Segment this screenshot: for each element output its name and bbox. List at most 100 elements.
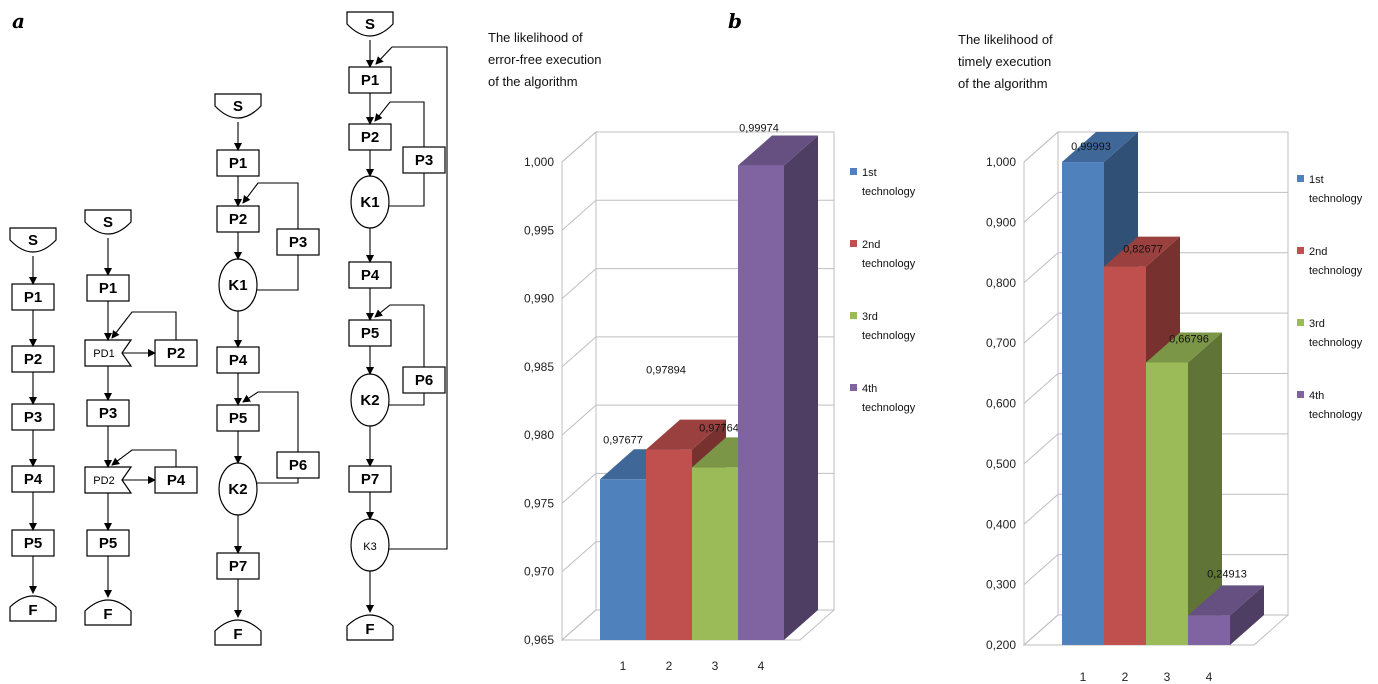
fc3-step-p1-label: P1: [229, 155, 247, 172]
c1-legend-swatch: [850, 312, 857, 319]
fc4-loop: [375, 46, 393, 65]
fc2-step-p2: [154, 339, 198, 367]
c2-legend-label: technology: [1309, 337, 1363, 349]
c1-bar-top: [738, 135, 818, 166]
fc3-condition-k1-label: K1: [228, 277, 247, 294]
c2-legend-label: 2nd: [1309, 246, 1327, 258]
c2-bar-front: [1104, 266, 1146, 645]
c2-legend-swatch: [1297, 175, 1304, 182]
fc2-decision-pd2: [84, 466, 133, 494]
c2-legend-label: 4th: [1309, 390, 1324, 402]
fc4-loop: [389, 173, 425, 207]
c2-bar-top: [1146, 332, 1222, 363]
c2-bar-side: [1230, 585, 1264, 645]
c1-ytick-label: 0,975: [524, 496, 554, 510]
fc4-step-p2: [348, 123, 392, 151]
c2-gridline: [1023, 252, 1288, 284]
fc2-decision-pd2-label: PD2: [93, 475, 114, 487]
fc1-end-label: F: [28, 602, 37, 619]
c2-bar-4: [1188, 585, 1264, 645]
fc3-end: [214, 619, 262, 646]
fc4-start: [346, 11, 394, 37]
c1-legend-label: 2nd: [862, 239, 880, 251]
c2-title: of the algorithm: [958, 76, 1048, 91]
c1-bar-side: [784, 135, 818, 641]
fc4-step-p2-label: P2: [361, 129, 379, 146]
fc1-step-p2-label: P2: [24, 351, 42, 368]
fc3-condition-k2-label: K2: [228, 481, 247, 498]
c1-legend-label: technology: [862, 402, 916, 414]
fc1-step-p5-label: P5: [24, 535, 42, 552]
fc4-step-p1-label: P1: [361, 72, 379, 89]
fc1-step-p3-label: P3: [24, 409, 42, 426]
c1-title: of the algorithm: [488, 74, 578, 89]
c2-legend-label: technology: [1309, 265, 1363, 277]
flowchart-2: S P1 PD1 P2 P3 PD2 P4 P5 F: [84, 209, 198, 626]
c2-ytick-label: 0,600: [986, 397, 1016, 411]
c2-data-label: 0,24913: [1207, 568, 1247, 580]
c2-x-tick-label: 2: [1122, 670, 1129, 684]
fc2-step-p1: [86, 274, 130, 302]
c1-legend-swatch: [850, 384, 857, 391]
fc4-loop: [374, 304, 425, 367]
chart-timely: The likelihood of timely execution of the …: [958, 32, 1363, 684]
c1-data-label: 0,97894: [646, 365, 686, 377]
c2-x-tick-label: 3: [1164, 670, 1171, 684]
c2-title: The likelihood of: [958, 32, 1053, 47]
fc2-decision-pd1: [84, 339, 133, 367]
c1-ytick-label: 0,980: [524, 428, 554, 442]
c1-legend-swatch: [850, 240, 857, 247]
fc4-step-p5: [348, 319, 392, 347]
c2-x-tick-label: 4: [1206, 670, 1213, 684]
c1-legend-label: 3rd: [862, 311, 878, 323]
flowcharts: S P1 P2 P3 P4 P5 F S P1 PD1 P2 P3 PD2 P4 P5 F S P1 P2 P3 K1 P…: [9, 11, 448, 646]
fc1-step-p4: [11, 465, 55, 493]
c2-legend-label: technology: [1309, 193, 1363, 205]
c2-data-label: 0,82677: [1123, 244, 1163, 256]
c1-bar-front: [600, 479, 646, 640]
c1-data-label: 0,99974: [739, 123, 779, 135]
c1-legend-label: technology: [862, 186, 916, 198]
fc4-step-p4-label: P4: [361, 267, 380, 284]
fc4-step-p7-label: P7: [361, 471, 379, 488]
fc2-step-p2-label: P2: [167, 345, 185, 362]
c1-bar-front: [646, 449, 692, 640]
c1-bar-top: [646, 419, 726, 450]
fc1-step-p3: [11, 403, 55, 431]
fc1-start-label: S: [28, 232, 38, 249]
c1-ytick-label: 1,000: [524, 155, 554, 169]
fc2-loop: [111, 311, 177, 340]
panel-label-b: b: [728, 9, 742, 33]
c2-data-label: 0,99993: [1071, 141, 1111, 153]
fc3-step-p3-label: P3: [289, 234, 307, 251]
flowchart-4: S P1 P2 P3 K1 P4 P5 P6 K2 P7 K3 F: [346, 11, 448, 641]
c2-gridline: [1023, 191, 1288, 223]
c2-legend-swatch: [1297, 319, 1304, 326]
fc3-step-p6-label: P6: [289, 457, 307, 474]
c2-ytick-label: 0,200: [986, 638, 1016, 652]
fc2-end-label: F: [103, 606, 112, 623]
fc2-loop: [111, 449, 177, 467]
c2-ytick-label: 0,500: [986, 457, 1016, 471]
fc1-step-p1: [11, 283, 55, 311]
c1-x-tick-label: 3: [712, 659, 719, 673]
fc2-decision-pd1-label: PD1: [93, 348, 114, 360]
c1-legend-label: technology: [862, 330, 916, 342]
c1-legend-label: technology: [862, 258, 916, 270]
c2-data-label: 0,66796: [1169, 333, 1209, 345]
fc1-step-p4-label: P4: [24, 471, 43, 488]
fc4-end-label: F: [365, 621, 374, 638]
c2-gridline: [1023, 312, 1288, 344]
c1-data-label: 0,97764: [699, 422, 739, 434]
fc4-step-p3-label: P3: [415, 152, 433, 169]
c2-legend-swatch: [1297, 247, 1304, 254]
c2-ytick-label: 0,900: [986, 215, 1016, 229]
c1-ytick-label: 0,995: [524, 223, 554, 237]
c1-title: error-free execution: [488, 52, 601, 67]
fc2-step-p1-label: P1: [99, 280, 117, 297]
fc3-loop: [242, 391, 299, 452]
c1-legend-label: 4th: [862, 383, 877, 395]
c1-legend-swatch: [850, 168, 857, 175]
fc1-end: [9, 595, 57, 622]
